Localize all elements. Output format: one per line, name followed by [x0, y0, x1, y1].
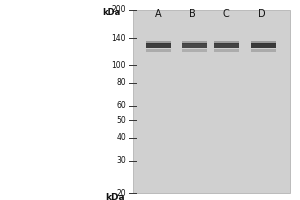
Bar [214, 49, 239, 52]
Text: B: B [189, 9, 195, 19]
Bar [182, 41, 206, 44]
Text: A: A [155, 9, 161, 19]
Bar [146, 43, 170, 48]
Text: kDa: kDa [102, 8, 120, 17]
Bar [182, 49, 206, 52]
Bar [182, 43, 206, 48]
Text: 140: 140 [112, 34, 126, 43]
Text: 80: 80 [116, 78, 126, 87]
Text: 60: 60 [116, 101, 126, 110]
Text: D: D [258, 9, 266, 19]
Bar [146, 49, 170, 52]
Bar [250, 43, 275, 48]
Text: 40: 40 [116, 133, 126, 142]
Text: 20: 20 [116, 188, 126, 198]
Bar [214, 43, 239, 48]
Bar [133, 10, 290, 193]
Text: kDa: kDa [106, 193, 125, 200]
Bar [146, 41, 170, 44]
Text: 50: 50 [116, 116, 126, 125]
Bar [250, 41, 275, 44]
Text: 100: 100 [112, 61, 126, 70]
Bar [214, 41, 239, 44]
Text: 30: 30 [116, 156, 126, 165]
Text: 200: 200 [112, 5, 126, 15]
Text: C: C [223, 9, 230, 19]
Bar [250, 49, 275, 52]
